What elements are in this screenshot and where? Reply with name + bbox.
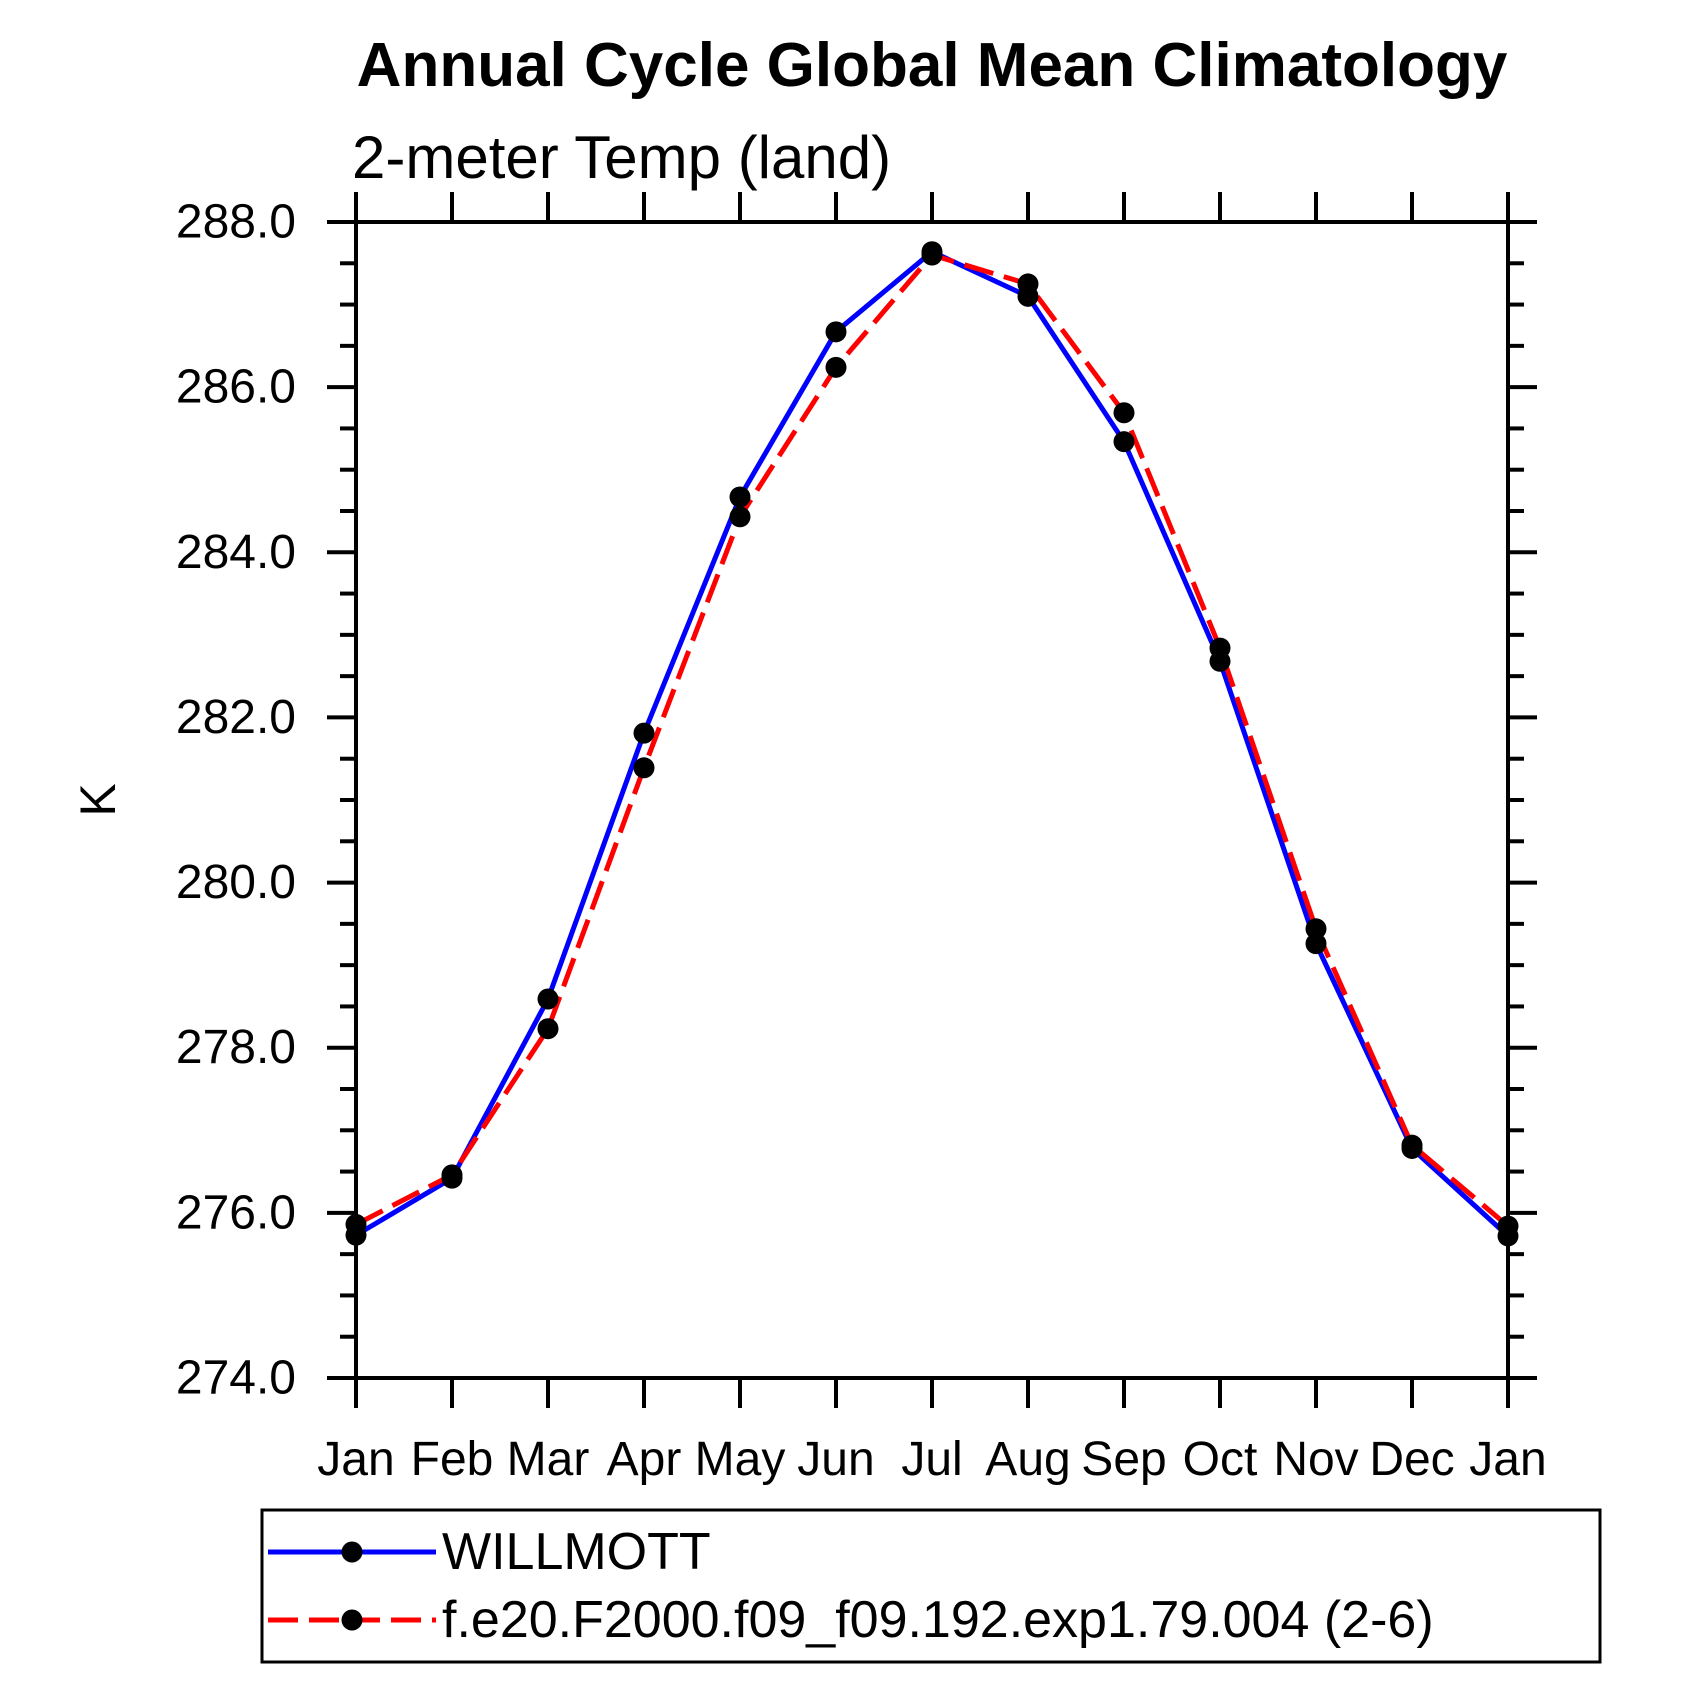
x-tick-labels: Jan Feb Mar Apr May Jun Jul Aug Sep Oct Nov Dec Jan	[317, 1433, 1546, 1486]
y-tick-label: 284.0	[176, 526, 296, 579]
y-tick-label: 288.0	[176, 196, 296, 249]
data-point-marker	[825, 356, 847, 378]
x-tick-label: Jan	[317, 1433, 394, 1486]
data-point-marker	[729, 486, 751, 508]
series-line-willmott	[354, 248, 1510, 1238]
x-tick-label: Dec	[1369, 1433, 1454, 1486]
y-tick-label: 282.0	[176, 691, 296, 744]
chart-subtitle: 2-meter Temp (land)	[352, 124, 891, 191]
data-point-marker	[1209, 637, 1231, 659]
legend-label-model: f.e20.F2000.f09_f09.192.exp1.79.004 (2-6…	[442, 1591, 1434, 1649]
data-point-marker	[921, 244, 943, 266]
x-tick-label: Aug	[985, 1433, 1070, 1486]
data-point-marker	[537, 988, 559, 1010]
x-tick-label: May	[695, 1433, 786, 1486]
x-tick-label: Nov	[1273, 1433, 1358, 1486]
legend-marker-model	[341, 1609, 363, 1631]
legend-marker-willmott	[341, 1541, 363, 1563]
legend: WILLMOTT f.e20.F2000.f09_f09.192.exp1.79…	[260, 1508, 1602, 1664]
legend-label-willmott: WILLMOTT	[442, 1523, 711, 1581]
x-tick-label: Jul	[901, 1433, 962, 1486]
data-point-marker	[1305, 933, 1327, 955]
y-tick-label: 276.0	[176, 1186, 296, 1239]
data-point-marker	[1401, 1134, 1423, 1156]
axis-ticks	[327, 192, 1537, 1408]
data-point-marker	[441, 1164, 463, 1186]
y-tick-labels: 288.0 286.0 284.0 282.0 280.0 278.0 276.0 274.0	[176, 196, 296, 1405]
data-point-marker	[1113, 402, 1135, 424]
series-line-model	[354, 252, 1510, 1228]
y-tick-label: 274.0	[176, 1352, 296, 1405]
data-point-marker	[633, 757, 655, 779]
data-point-marker	[1113, 431, 1135, 453]
data-series	[354, 248, 1510, 1238]
data-point-marker	[537, 1018, 559, 1040]
data-point-marker	[1497, 1215, 1519, 1237]
x-tick-label: Jan	[1469, 1433, 1546, 1486]
data-point-marker	[345, 1213, 367, 1235]
data-point-marker	[633, 722, 655, 744]
x-tick-label: Apr	[607, 1433, 682, 1486]
plot-frame	[354, 220, 1510, 1380]
y-tick-label: 278.0	[176, 1021, 296, 1074]
x-tick-label: Jun	[797, 1433, 874, 1486]
legend-box	[260, 1508, 1602, 1664]
data-point-marker	[1017, 273, 1039, 295]
x-tick-label: Mar	[507, 1433, 590, 1486]
data-point-marker	[729, 506, 751, 528]
y-tick-label: 280.0	[176, 856, 296, 909]
chart-title: Annual Cycle Global Mean Climatology	[357, 31, 1508, 100]
data-markers	[345, 241, 1519, 1247]
data-point-marker	[825, 321, 847, 343]
y-axis-title: K	[70, 783, 126, 816]
x-tick-label: Oct	[1183, 1433, 1258, 1486]
x-tick-label: Feb	[411, 1433, 494, 1486]
y-tick-label: 286.0	[176, 361, 296, 414]
data-point-marker	[1305, 918, 1327, 940]
x-tick-label: Sep	[1081, 1433, 1166, 1486]
